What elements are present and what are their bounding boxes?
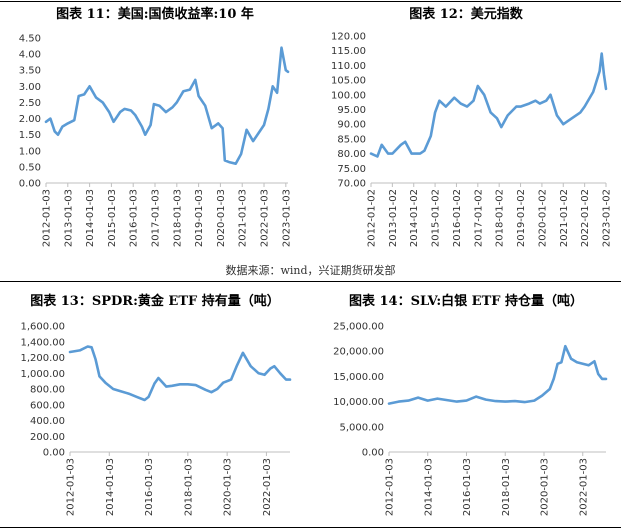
y-tick-label: 2.00 — [19, 114, 41, 125]
chart-us10y-yield: 0.00 0.50 1.00 1.50 2.00 2.50 3.00 3.50 4.00 4.50… — [19, 34, 293, 248]
x-tick-label: 2023-01-03 — [281, 189, 292, 247]
x-tick-label: 2022-01-03 — [260, 189, 271, 247]
x-tick-label: 2016-01-03 — [129, 189, 140, 247]
y-tick-label: 0.50 — [19, 162, 41, 173]
y-tick-label: 0.00 — [43, 448, 65, 459]
source-note: 数据来源：wind，兴证期货研发部 — [225, 264, 396, 277]
x-tick-label: 2016-01-03 — [462, 458, 473, 516]
y-tick-label: 200.00 — [30, 432, 65, 443]
y-tick-label: 90.00 — [337, 120, 366, 131]
x-tick-label: 2012-01-02 — [367, 189, 378, 247]
y-tick-label: 2.50 — [19, 98, 41, 109]
chart-title-13: 图表 13：SPDR:黄金 ETF 持有量（吨） — [30, 294, 280, 309]
y-tick-label: 110.00 — [331, 61, 366, 72]
y-tick-label: 75.00 — [337, 164, 366, 175]
x-tick-label: 2014-01-02 — [409, 189, 420, 247]
x-tick-label: 2022-01-02 — [580, 189, 591, 247]
y-tick-label: 0.00 — [362, 448, 384, 459]
y-tick-label: 25,000.00 — [333, 322, 384, 333]
y-tick-label: 0.00 — [19, 179, 41, 190]
y-tick-label: 1,200.00 — [20, 353, 65, 364]
y-tick-label: 120.00 — [331, 32, 366, 43]
x-tick-label: 2018-01-03 — [172, 189, 183, 247]
y-tick-label: 800.00 — [30, 385, 65, 396]
series-line — [369, 52, 608, 158]
y-tick-label: 95.00 — [337, 105, 366, 116]
x-tick-label: 2018-01-03 — [501, 458, 512, 516]
chart-title-12: 图表 12：美元指数 — [409, 7, 523, 22]
y-tick-label: 1.00 — [19, 146, 41, 157]
y-tick-label: 3.00 — [19, 82, 41, 93]
chart-spdr-gold-holdings: 0.00 200.00 400.00 600.00 800.00 1,000.00 1,20… — [20, 322, 292, 516]
y-tick-label: 1,600.00 — [20, 322, 65, 333]
bottom-rule — [0, 527, 621, 528]
y-tick-label: 1,400.00 — [20, 337, 65, 348]
x-tick-label: 2021-01-03 — [238, 189, 249, 247]
y-tick-label: 10,000.00 — [333, 397, 384, 408]
x-tick-label: 2012-01-03 — [42, 189, 53, 247]
x-tick-label: 2020-01-03 — [216, 189, 227, 247]
series-line — [68, 345, 292, 402]
x-tick-label: 2013-01-02 — [388, 189, 399, 247]
y-tick-label: 5,000.00 — [339, 422, 384, 433]
y-tick-label: 1,000.00 — [20, 369, 65, 380]
x-tick-label: 2013-01-03 — [63, 189, 74, 247]
chart-slv-silver-holdings: 0.00 5,000.00 10,000.00 15,000.00 20,000.00 2… — [333, 322, 608, 516]
x-tick-label: 2019-01-02 — [516, 189, 527, 247]
y-tick-label: 105.00 — [331, 76, 366, 87]
x-tick-label: 2021-01-02 — [559, 189, 570, 247]
x-tick-label: 2014-01-03 — [85, 189, 96, 247]
x-tick-label: 2020-01-02 — [537, 189, 548, 247]
x-tick-label: 2018-01-03 — [183, 458, 194, 516]
x-tick-label: 2023-01-02 — [602, 189, 613, 247]
chart-title-11: 图表 11：美国:国债收益率:10 年 — [56, 7, 254, 22]
series-line — [387, 344, 608, 405]
y-tick-label: 85.00 — [337, 134, 366, 145]
top-rule — [0, 1, 621, 2]
y-tick-label: 115.00 — [331, 46, 366, 57]
chart-dollar-index: 70.00 75.00 80.00 85.00 90.00 95.00 100.00 105.… — [331, 32, 613, 248]
y-tick-label: 600.00 — [30, 400, 65, 411]
x-tick-label: 2018-01-02 — [495, 189, 506, 247]
y-tick-label: 1.50 — [19, 130, 41, 141]
y-tick-label: 70.00 — [337, 179, 366, 190]
x-tick-label: 2012-01-03 — [385, 458, 396, 516]
y-tick-label: 20,000.00 — [333, 347, 384, 358]
x-tick-label: 2022-01-03 — [578, 458, 589, 516]
x-tick-label: 2017-01-02 — [473, 189, 484, 247]
x-tick-label: 2016-01-03 — [144, 458, 155, 516]
y-tick-label: 400.00 — [30, 416, 65, 427]
x-tick-label: 2017-01-03 — [151, 189, 162, 247]
x-tick-label: 2014-01-03 — [105, 458, 116, 516]
middle-rule — [0, 281, 621, 282]
chart-title-14: 图表 14：SLV:白银 ETF 持仓量（吨） — [348, 294, 584, 309]
x-tick-label: 2020-01-03 — [540, 458, 551, 516]
x-tick-label: 2015-01-03 — [107, 189, 118, 247]
x-tick-label: 2012-01-03 — [66, 458, 77, 516]
x-tick-label: 2019-01-03 — [194, 189, 205, 247]
y-tick-label: 3.50 — [19, 66, 41, 77]
y-tick-label: 15,000.00 — [333, 372, 384, 383]
y-tick-label: 80.00 — [337, 149, 366, 160]
x-tick-label: 2022-01-03 — [262, 458, 273, 516]
x-tick-label: 2016-01-02 — [452, 189, 463, 247]
x-tick-label: 2015-01-02 — [431, 189, 442, 247]
series-line — [44, 46, 290, 165]
y-tick-label: 100.00 — [331, 90, 366, 101]
y-tick-label: 4.50 — [19, 34, 41, 45]
y-tick-label: 4.00 — [19, 50, 41, 61]
x-tick-label: 2020-01-03 — [223, 458, 234, 516]
x-tick-label: 2014-01-03 — [423, 458, 434, 516]
